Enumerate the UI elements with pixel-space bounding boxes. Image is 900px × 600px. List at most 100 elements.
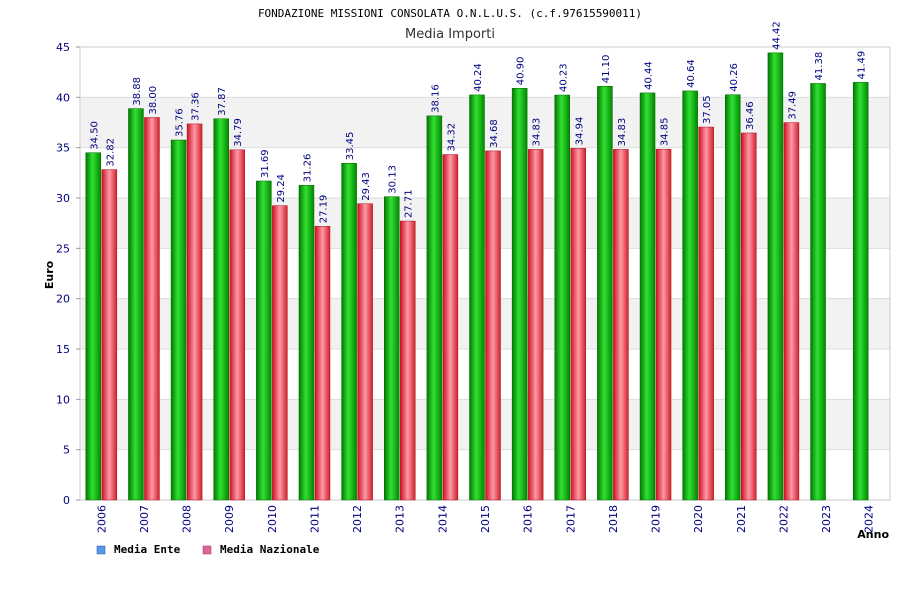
bar-media-nazionale (783, 122, 800, 501)
bar-media-nazionale (698, 126, 714, 501)
y-tick-label: 45 (56, 41, 70, 54)
y-tick-label: 0 (63, 494, 70, 507)
data-label-media-nazionale: 27.19 (318, 195, 329, 224)
x-tick-label: 2010 (266, 505, 279, 533)
data-label-media-ente: 38.88 (132, 77, 143, 106)
data-label-media-ente: 41.49 (857, 51, 868, 80)
x-tick-label: 2017 (564, 505, 577, 533)
x-tick-label: 2022 (777, 505, 790, 533)
bar-media-ente (810, 83, 826, 501)
bar-media-ente (767, 52, 784, 501)
bar-media-nazionale (144, 117, 160, 501)
x-tick-label: 2008 (181, 505, 194, 533)
data-label-media-ente: 30.13 (388, 165, 399, 194)
chart-subtitle: Media Importi (405, 27, 495, 42)
bar-media-ente (256, 180, 272, 501)
data-label-media-nazionale: 34.79 (233, 118, 244, 147)
data-label-media-ente: 40.64 (686, 59, 697, 88)
y-axis-label: Euro (43, 260, 56, 289)
y-tick-label: 30 (56, 192, 70, 205)
legend-label-media-nazionale: Media Nazionale (220, 543, 320, 556)
y-tick-label: 25 (56, 242, 70, 255)
data-label-media-nazionale: 34.83 (532, 118, 543, 147)
bar-media-ente (852, 82, 869, 501)
y-axis-ticks: 0 5 10 15 20 25 30 35 40 45 (56, 41, 80, 507)
y-tick-label: 35 (56, 142, 70, 155)
data-label-media-ente: 34.50 (89, 121, 100, 150)
bar-media-nazionale (314, 226, 331, 501)
data-label-media-nazionale: 34.85 (660, 118, 671, 147)
data-label-media-ente: 40.23 (558, 63, 569, 92)
data-label-media-ente: 41.10 (601, 55, 612, 84)
bar-media-ente (511, 88, 528, 501)
data-label-media-ente: 38.16 (430, 84, 441, 113)
data-label-media-ente: 31.26 (302, 154, 313, 183)
bar-media-ente (725, 94, 741, 501)
data-label-media-ente: 33.45 (345, 132, 356, 161)
data-label-media-nazionale: 32.82 (105, 138, 116, 167)
x-tick-label: 2006 (95, 505, 108, 533)
x-tick-label: 2021 (735, 505, 748, 533)
y-tick-label: 40 (56, 91, 70, 104)
bar-media-ente (554, 94, 571, 501)
x-tick-label: 2012 (351, 505, 364, 533)
data-label-media-ente: 35.76 (175, 108, 186, 137)
data-label-media-nazionale: 29.43 (361, 172, 372, 201)
x-tick-label: 2007 (138, 505, 151, 533)
data-label-media-nazionale: 34.94 (574, 117, 585, 146)
data-label-media-nazionale: 37.05 (702, 95, 713, 124)
bar-media-nazionale (101, 169, 118, 501)
data-labels: 34.50 32.82 38.88 38.00 35.76 37.36 37.87 34.79… (89, 21, 867, 223)
x-tick-label: 2009 (223, 505, 236, 533)
data-label-media-ente: 40.90 (516, 57, 527, 86)
bar-media-nazionale (229, 149, 245, 501)
x-axis-label: Anno (857, 528, 889, 541)
x-tick-label: 2015 (479, 505, 492, 533)
data-label-media-nazionale: 34.83 (617, 118, 628, 147)
bar-media-nazionale (357, 203, 373, 501)
data-label-media-ente: 31.69 (260, 149, 271, 178)
chart-title: FONDAZIONE MISSIONI CONSOLATA O.N.L.U.S.… (258, 7, 642, 20)
data-label-media-nazionale: 29.24 (276, 174, 287, 203)
data-label-media-ente: 40.44 (644, 61, 655, 90)
data-label-media-ente: 37.87 (217, 87, 228, 116)
bar-media-nazionale (527, 149, 544, 501)
bar-media-ente (298, 185, 315, 501)
data-label-media-nazionale: 37.36 (191, 92, 202, 121)
data-label-media-ente: 40.24 (473, 63, 484, 92)
bar-media-ente (170, 139, 187, 501)
x-tick-label: 2020 (692, 505, 705, 533)
data-label-media-ente: 44.42 (771, 21, 782, 50)
bar-media-ente (597, 86, 613, 501)
x-tick-label: 2016 (522, 505, 535, 533)
y-tick-label: 10 (56, 393, 70, 406)
data-label-media-nazionale: 34.32 (446, 123, 457, 152)
y-tick-label: 20 (56, 293, 70, 306)
bar-media-nazionale (442, 154, 459, 501)
bar-media-ente (426, 115, 443, 501)
bars (85, 52, 869, 501)
x-tick-label: 2019 (650, 505, 663, 533)
y-tick-label: 5 (63, 444, 70, 457)
x-tick-label: 2024 (863, 505, 876, 533)
x-axis-ticks: 2006 2007 2008 2009 2010 2011 2012 2013 2014 2015… (95, 505, 875, 533)
legend: Media Ente Media Nazionale (96, 543, 320, 556)
bar-media-nazionale (186, 123, 203, 501)
plot-frame (79, 46, 891, 501)
data-label-media-nazionale: 36.46 (745, 101, 756, 130)
legend-swatch-media-nazionale (202, 545, 212, 555)
bar-media-ente (639, 92, 656, 501)
bar-media-nazionale (399, 220, 416, 501)
bar-media-ente (128, 108, 144, 501)
x-tick-label: 2018 (607, 505, 620, 533)
data-label-media-nazionale: 38.00 (148, 86, 159, 115)
bar-media-ente (85, 152, 102, 501)
data-label-media-ente: 41.38 (814, 52, 825, 81)
y-tick-label: 15 (56, 343, 70, 356)
x-tick-label: 2011 (308, 505, 321, 533)
data-label-media-nazionale: 27.71 (404, 189, 415, 218)
data-label-media-nazionale: 37.49 (787, 91, 798, 120)
legend-swatch-media-ente (96, 545, 106, 555)
bar-media-ente (682, 90, 698, 501)
